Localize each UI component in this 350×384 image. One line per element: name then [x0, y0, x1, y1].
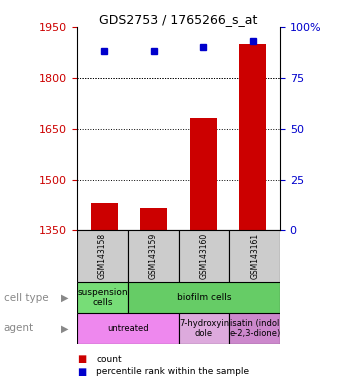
Bar	[178, 230, 229, 282]
Bar	[239, 44, 266, 230]
Text: untreated: untreated	[107, 324, 148, 333]
Text: isatin (indol
e-2,3-dione): isatin (indol e-2,3-dione)	[229, 319, 280, 338]
Text: biofilm cells: biofilm cells	[177, 293, 231, 302]
Text: ▶: ▶	[61, 323, 69, 333]
Bar	[128, 282, 280, 313]
Bar	[77, 282, 128, 313]
Text: percentile rank within the sample: percentile rank within the sample	[96, 367, 249, 376]
Bar	[91, 203, 118, 230]
Bar	[229, 313, 280, 344]
Text: GSM143159: GSM143159	[149, 233, 158, 280]
Title: GDS2753 / 1765266_s_at: GDS2753 / 1765266_s_at	[99, 13, 258, 26]
Bar	[229, 230, 280, 282]
Text: ▶: ▶	[61, 293, 69, 303]
Text: ■: ■	[77, 367, 86, 377]
Bar	[77, 230, 128, 282]
Bar	[77, 313, 178, 344]
Text: ■: ■	[77, 354, 86, 364]
Text: 7-hydroxyin
dole: 7-hydroxyin dole	[179, 319, 229, 338]
Text: GSM143161: GSM143161	[250, 233, 259, 280]
Text: count: count	[96, 354, 122, 364]
Text: agent: agent	[4, 323, 34, 333]
Bar	[140, 209, 167, 230]
Bar	[190, 118, 217, 230]
Text: GSM143160: GSM143160	[199, 233, 208, 280]
Text: cell type: cell type	[4, 293, 48, 303]
Text: GSM143158: GSM143158	[98, 233, 107, 280]
Text: suspension
cells: suspension cells	[77, 288, 128, 307]
Bar	[178, 313, 229, 344]
Bar	[128, 230, 178, 282]
